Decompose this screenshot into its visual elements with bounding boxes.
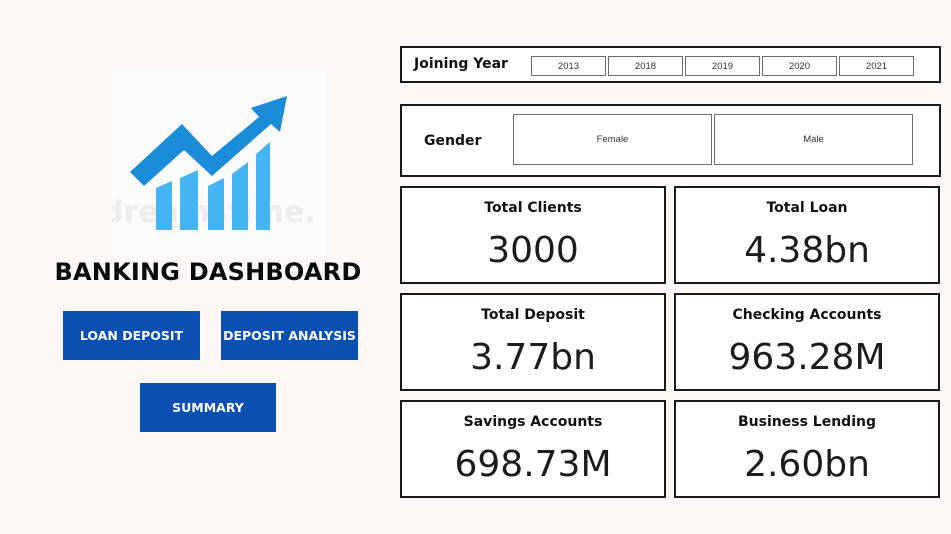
kpi-card-total-loan: Total Loan 4.38bn — [674, 186, 940, 284]
logo-image: dreamstime. — [112, 70, 326, 256]
gender-slicer: Gender Female Male — [400, 104, 941, 177]
year-option-2018[interactable]: 2018 — [608, 56, 683, 76]
loan-deposit-button[interactable]: LOAN DEPOSIT — [63, 311, 200, 360]
kpi-label: Total Deposit — [481, 307, 585, 323]
kpi-label: Checking Accounts — [732, 307, 882, 323]
kpi-card-checking-accounts: Checking Accounts 963.28M — [674, 293, 940, 391]
year-option-2019[interactable]: 2019 — [685, 56, 760, 76]
year-option-2013[interactable]: 2013 — [531, 56, 606, 76]
joining-year-slicer: Joining Year 2013 2018 2019 2020 2021 — [400, 46, 941, 83]
rising-trend-chart-icon: dreamstime. — [112, 70, 326, 256]
kpi-value: 4.38bn — [744, 230, 870, 271]
kpi-value: 698.73M — [454, 444, 612, 485]
kpi-card-business-lending: Business Lending 2.60bn — [674, 400, 940, 498]
gender-label: Gender — [424, 133, 482, 149]
gender-option-male[interactable]: Male — [714, 114, 913, 165]
kpi-value: 3000 — [487, 230, 579, 271]
kpi-label: Business Lending — [738, 414, 876, 430]
joining-year-options: 2013 2018 2019 2020 2021 — [531, 56, 914, 76]
year-option-2020[interactable]: 2020 — [762, 56, 837, 76]
summary-button[interactable]: SUMMARY — [140, 383, 276, 432]
gender-option-female[interactable]: Female — [513, 114, 712, 165]
kpi-card-savings-accounts: Savings Accounts 698.73M — [400, 400, 666, 498]
dashboard-title: BANKING DASHBOARD — [54, 258, 362, 286]
kpi-label: Total Clients — [484, 200, 582, 216]
kpi-card-total-deposit: Total Deposit 3.77bn — [400, 293, 666, 391]
year-option-2021[interactable]: 2021 — [839, 56, 914, 76]
kpi-card-total-clients: Total Clients 3000 — [400, 186, 666, 284]
gender-options: Female Male — [513, 114, 913, 165]
kpi-value: 3.77bn — [470, 337, 596, 378]
deposit-analysis-button[interactable]: DEPOSIT ANALYSIS — [221, 311, 358, 360]
kpi-value: 963.28M — [728, 337, 886, 378]
kpi-value: 2.60bn — [744, 444, 870, 485]
joining-year-label: Joining Year — [414, 56, 508, 72]
kpi-label: Savings Accounts — [463, 414, 603, 430]
kpi-label: Total Loan — [766, 200, 848, 216]
